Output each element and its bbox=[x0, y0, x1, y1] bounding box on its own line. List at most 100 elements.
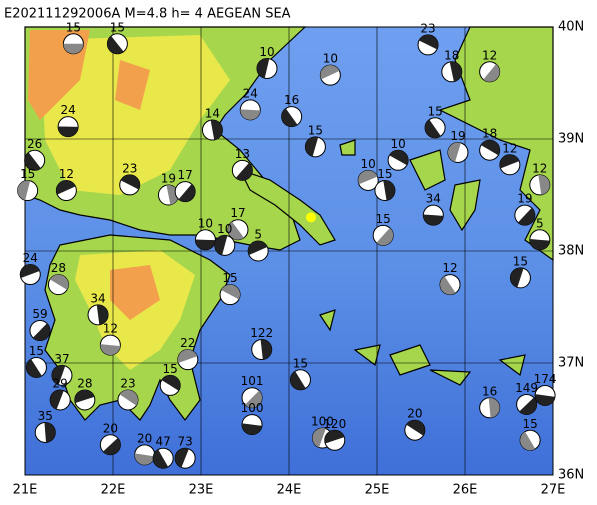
focal-quadrant bbox=[324, 430, 345, 444]
land bbox=[24, 26, 554, 421]
focal-quadrant bbox=[210, 120, 223, 140]
depth-label: 22 bbox=[180, 336, 195, 350]
focal-quadrant bbox=[425, 119, 441, 138]
focal-quadrant bbox=[134, 453, 155, 465]
focal-quadrant bbox=[100, 344, 121, 356]
depth-label: 10 bbox=[198, 216, 213, 230]
focal-quadrant bbox=[214, 235, 228, 256]
focal-quadrant bbox=[26, 359, 42, 378]
depth-label: 174 bbox=[534, 372, 557, 386]
focal-quadrant bbox=[244, 390, 263, 408]
depth-label: 12 bbox=[502, 141, 517, 155]
focal-quadrant bbox=[120, 174, 140, 190]
focal-quadrant bbox=[281, 108, 298, 127]
focal-quadrant bbox=[56, 180, 76, 195]
y-tick-label: 40N bbox=[558, 20, 584, 35]
depth-label: 18 bbox=[444, 48, 459, 62]
depth-label: 35 bbox=[38, 409, 53, 423]
depth-label: 17 bbox=[230, 206, 245, 220]
focal-quadrant bbox=[221, 284, 241, 300]
depth-label: 28 bbox=[51, 261, 66, 275]
focal-quadrant bbox=[96, 304, 109, 325]
depth-label: 100 bbox=[311, 415, 334, 429]
depth-label: 24 bbox=[60, 103, 75, 117]
depth-label: 20 bbox=[407, 407, 422, 421]
depth-label: 10 bbox=[259, 45, 274, 59]
depth-label: 10 bbox=[323, 52, 338, 66]
depth-label: 15 bbox=[293, 356, 308, 370]
focal-quadrant bbox=[240, 109, 261, 120]
depth-label: 29 bbox=[53, 376, 68, 390]
x-tick-label: 25E bbox=[365, 483, 390, 498]
focal-quadrant bbox=[389, 150, 409, 166]
depth-label: 34 bbox=[426, 192, 441, 206]
focal-quadrant bbox=[535, 394, 555, 406]
depth-label: 18 bbox=[482, 127, 497, 141]
focal-quadrant bbox=[74, 389, 95, 403]
focal-quadrant bbox=[312, 428, 326, 448]
focal-quadrant bbox=[103, 437, 121, 455]
focal-quadrant bbox=[305, 136, 319, 157]
x-tick-label: 24E bbox=[277, 483, 302, 498]
focal-quadrant bbox=[32, 323, 50, 341]
focal-quadrant bbox=[406, 420, 425, 436]
focal-quadrant bbox=[383, 180, 395, 201]
depth-label: 15 bbox=[376, 212, 391, 226]
focal-quadrant bbox=[449, 61, 462, 82]
depth-label: 12 bbox=[59, 167, 74, 181]
depth-label: 19 bbox=[517, 192, 532, 206]
focal-quadrant bbox=[419, 34, 439, 50]
depth-label: 12 bbox=[532, 161, 547, 175]
focal-quadrant bbox=[63, 43, 84, 54]
focal-quadrant bbox=[58, 126, 79, 137]
depth-label: 10 bbox=[217, 222, 232, 236]
depth-label: 73 bbox=[178, 435, 193, 449]
depth-label: 10 bbox=[361, 157, 376, 171]
focal-quadrant bbox=[248, 241, 268, 255]
depth-label: 15 bbox=[20, 167, 35, 181]
depth-label: 12 bbox=[482, 48, 497, 62]
map-frame bbox=[24, 26, 554, 476]
focal-quadrant bbox=[235, 162, 253, 181]
depth-label: 20 bbox=[137, 431, 152, 445]
depth-label: 5 bbox=[536, 216, 544, 230]
focal-quadrant bbox=[195, 239, 216, 250]
focal-quadrant bbox=[517, 207, 535, 226]
depth-label: 19 bbox=[161, 172, 176, 186]
depth-label: 15 bbox=[163, 362, 178, 376]
focal-quadrant bbox=[44, 422, 56, 443]
focal-quadrant bbox=[358, 170, 378, 185]
focal-quadrant bbox=[483, 64, 500, 82]
focal-quadrant bbox=[107, 35, 124, 54]
focal-quadrant bbox=[49, 274, 69, 290]
depth-label: 100 bbox=[241, 401, 264, 415]
focal-quadrant bbox=[423, 214, 444, 226]
focal-quadrant bbox=[178, 184, 196, 202]
depth-label: 20 bbox=[103, 421, 118, 435]
depth-label: 122 bbox=[250, 326, 273, 340]
depth-label: 59 bbox=[32, 307, 47, 321]
focal-quadrant bbox=[17, 180, 31, 201]
focal-quadrant bbox=[529, 238, 550, 250]
depth-label: 24 bbox=[243, 86, 258, 100]
depth-label: 37 bbox=[54, 352, 69, 366]
depth-label: 15 bbox=[427, 104, 442, 118]
depth-label: 5 bbox=[254, 228, 262, 242]
depth-label: 120 bbox=[323, 417, 346, 431]
depth-label: 26 bbox=[27, 137, 42, 151]
depth-label: 15 bbox=[66, 20, 81, 34]
focal-quadrant bbox=[257, 58, 270, 79]
focal-quadrant bbox=[447, 142, 461, 163]
depth-label: 15 bbox=[522, 417, 537, 431]
depth-label: 17 bbox=[178, 168, 193, 182]
depth-label: 23 bbox=[120, 376, 135, 390]
depth-label: 13 bbox=[235, 147, 250, 161]
depth-label: 15 bbox=[513, 254, 528, 268]
focal-quadrant bbox=[260, 339, 272, 360]
depth-label: 23 bbox=[420, 21, 435, 35]
focal-quadrant bbox=[519, 397, 537, 415]
depth-label: 15 bbox=[308, 123, 323, 137]
x-tick-label: 23E bbox=[189, 483, 214, 498]
title: E202111292006A M=4.8 h= 4 AEGEAN SEA bbox=[4, 7, 291, 22]
